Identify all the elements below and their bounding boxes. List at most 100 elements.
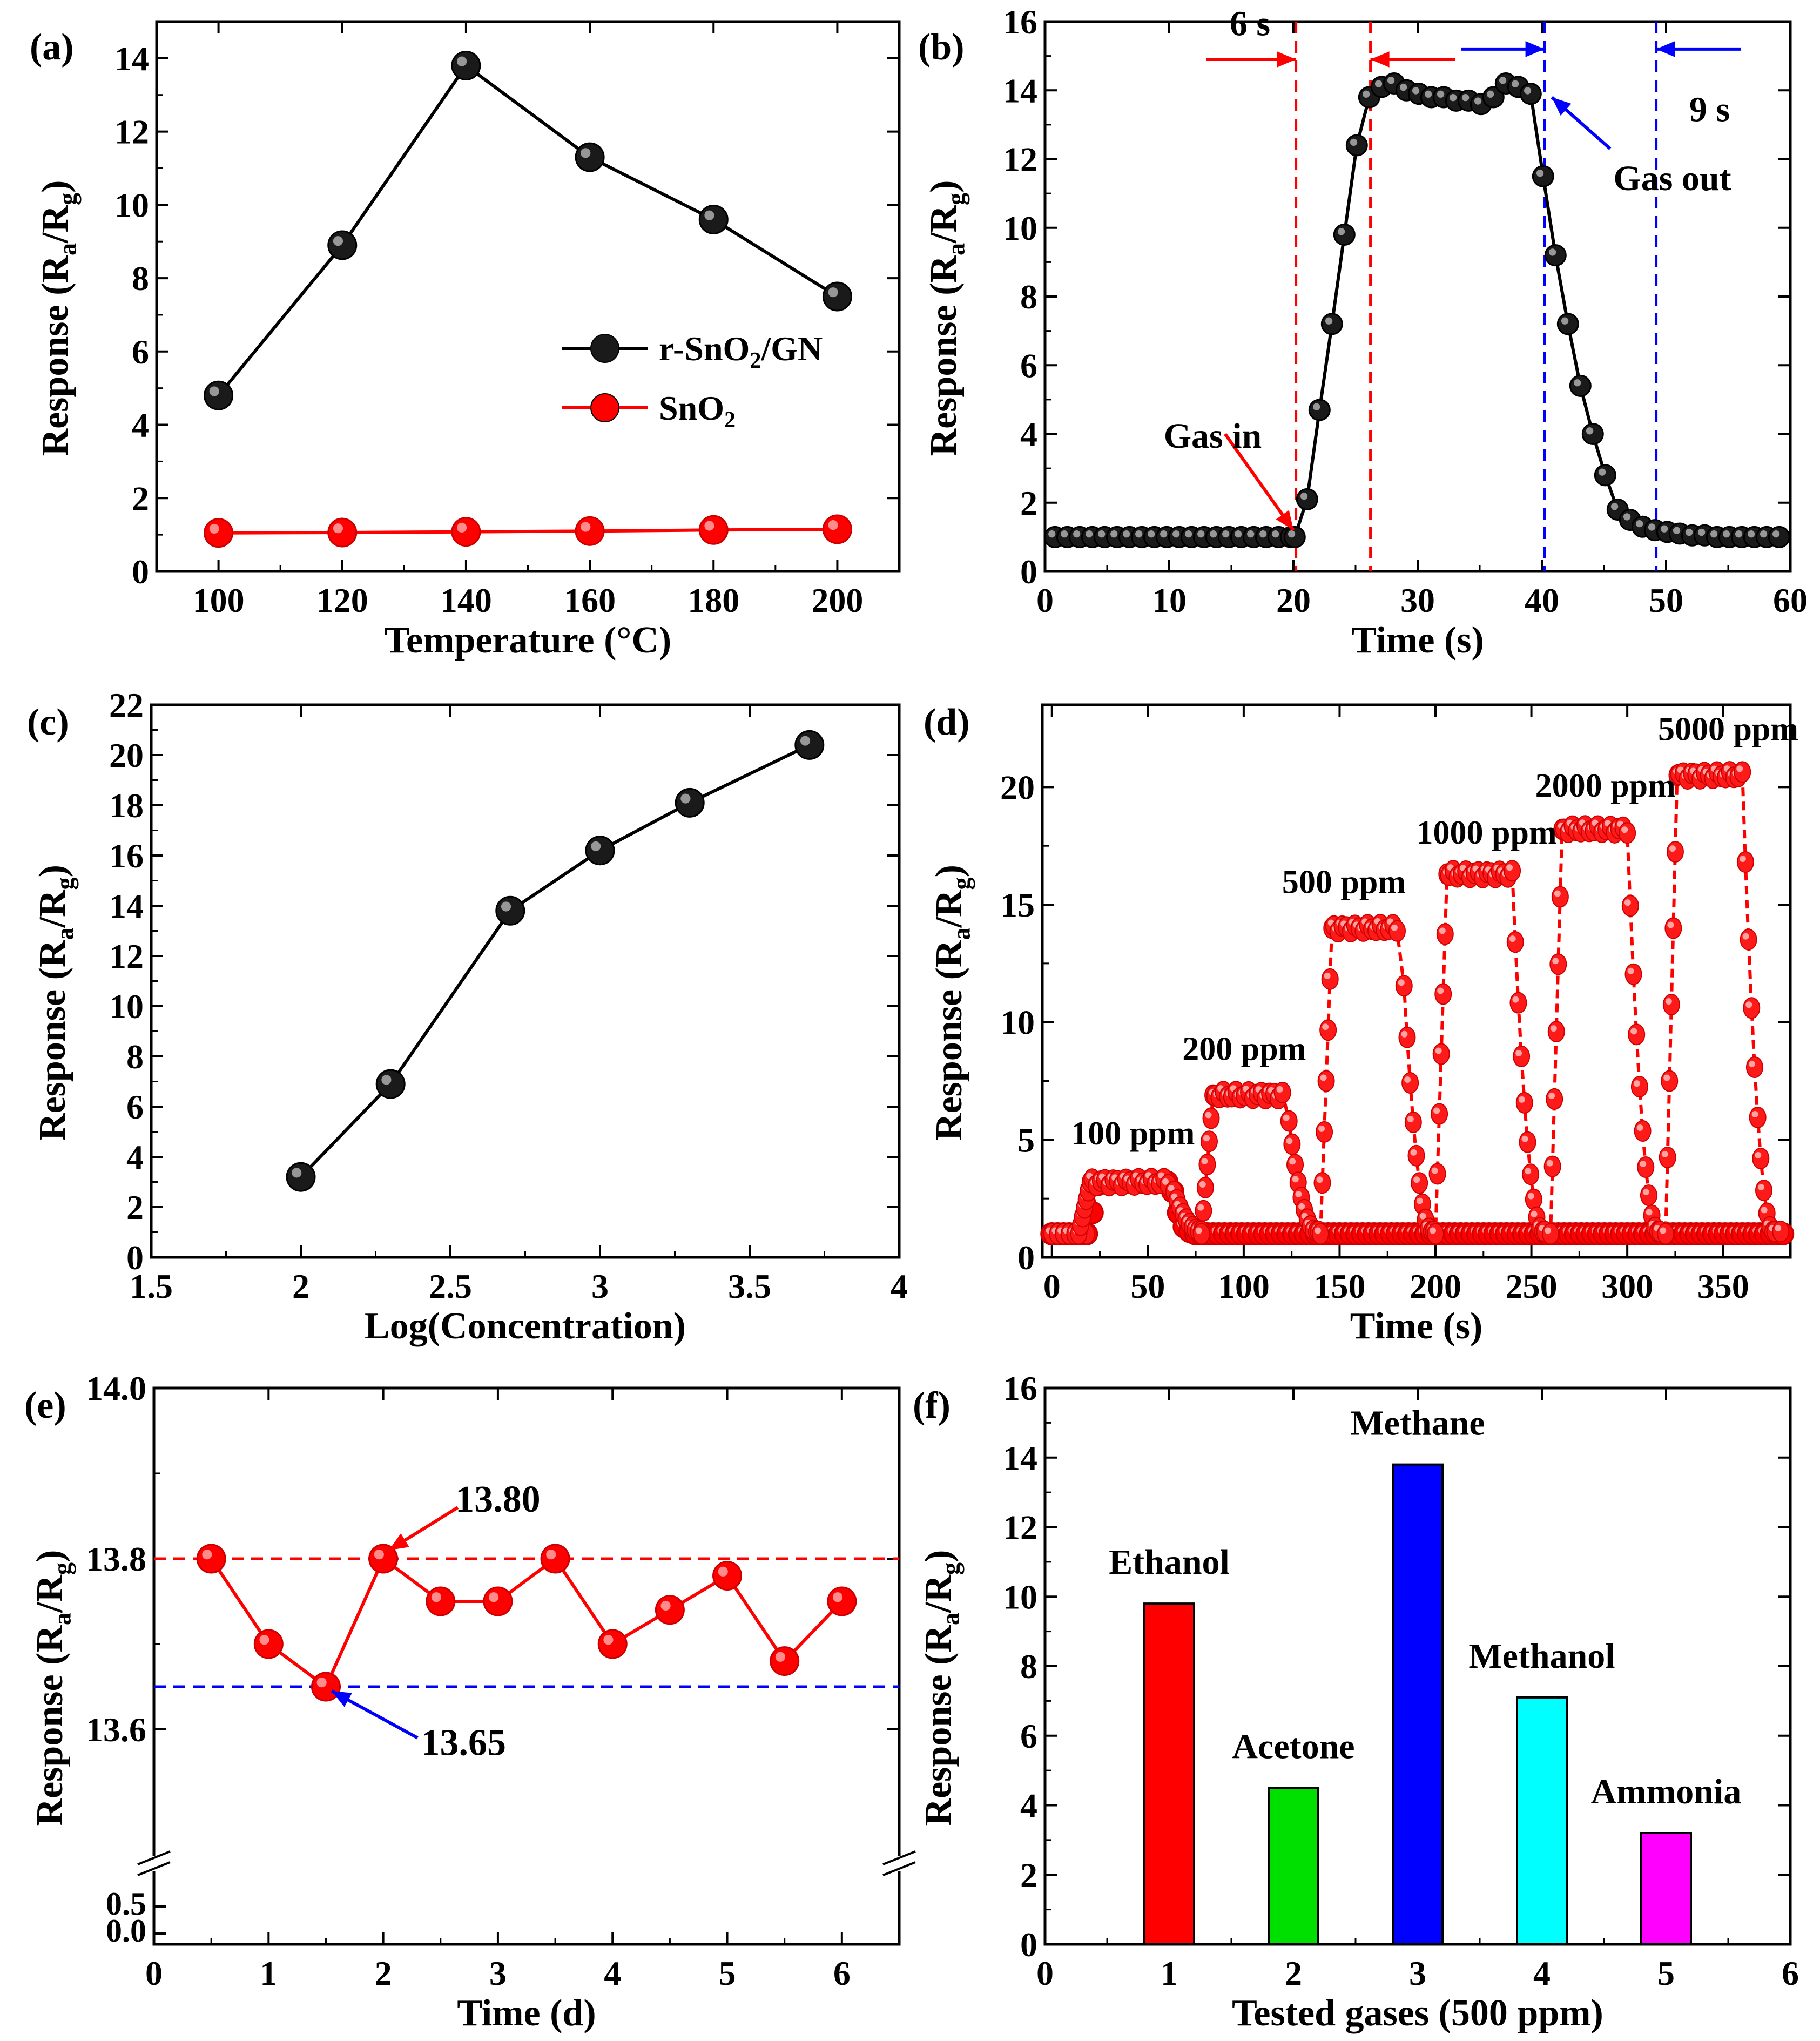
data-point <box>1313 1172 1331 1194</box>
y-axis-label-part: a <box>51 927 78 940</box>
data-point-highlight <box>1272 530 1279 538</box>
y-tick-label: 2 <box>1020 484 1037 522</box>
y-tick-label: 2 <box>126 1188 144 1227</box>
data-point <box>1628 1023 1646 1046</box>
data-point <box>1280 1110 1298 1132</box>
data-point-highlight <box>1506 864 1513 871</box>
data-point <box>1196 1176 1214 1198</box>
y-axis-label: Response (Ra/Rg) <box>32 865 78 1141</box>
data-point <box>1311 1223 1329 1245</box>
data-point-highlight <box>501 901 511 912</box>
axis-break-mark <box>882 1861 916 1876</box>
y-axis-label-part: Response (R <box>923 255 965 456</box>
data-point-highlight <box>1663 1074 1670 1081</box>
legend-label: SnO2 <box>659 389 736 433</box>
data-point <box>1317 1070 1335 1092</box>
data-point-highlight <box>603 1635 614 1645</box>
x-tick-label: 100 <box>193 581 245 619</box>
panel-label: (d) <box>924 702 970 743</box>
data-point <box>1273 1081 1291 1103</box>
data-point <box>1404 1111 1422 1133</box>
data-point-highlight <box>832 1592 843 1602</box>
plot-frame <box>1041 703 1792 1259</box>
data-point-highlight <box>1135 530 1143 538</box>
legend-marker <box>590 334 619 363</box>
annotation-label: Gas in <box>1164 416 1262 456</box>
data-point-highlight <box>1598 468 1606 476</box>
annotation-arrowhead <box>332 1690 352 1707</box>
data-point-highlight <box>1757 1184 1764 1191</box>
y-tick-label: 4 <box>126 1138 144 1176</box>
annotation-label: 9 s <box>1689 90 1730 130</box>
data-point-highlight <box>1086 530 1093 538</box>
data-point-highlight <box>1325 317 1333 325</box>
data-point <box>1286 1154 1304 1176</box>
y-axis-label-part: a <box>48 1613 76 1625</box>
annotation-label: 6 s <box>1230 4 1270 43</box>
panel-b-annotations: 6 s Gas in 9 s Gas out <box>1164 4 1741 531</box>
legend-label-part: 2 <box>724 407 736 433</box>
annotation-arrowhead <box>1656 41 1675 57</box>
data-point-highlight <box>1610 503 1619 510</box>
data-point <box>1333 223 1356 246</box>
data-point <box>1542 1223 1560 1245</box>
x-axis-label: Tested gases (500 ppm) <box>1232 1992 1603 2034</box>
annotation-arrowhead <box>1370 51 1390 68</box>
y-tick-label: 14 <box>1003 1439 1037 1477</box>
data-point-highlight <box>1648 523 1656 531</box>
data-point <box>1432 1043 1450 1065</box>
x-tick-label: 250 <box>1506 1267 1558 1305</box>
data-point <box>375 1069 406 1099</box>
data-point-highlight <box>1646 1209 1653 1216</box>
data-point-highlight <box>316 1678 327 1688</box>
panel-b: 0 10 20 30 40 50 60 0 2 4 6 8 10 12 14 16 Time (s) Respon… <box>918 3 1808 661</box>
y-axis-label-part: Response (R <box>918 1625 959 1826</box>
data-point-highlight <box>1276 1086 1283 1093</box>
data-point-highlight <box>660 1600 671 1611</box>
y-axis-label: Response (Ra/Rg) <box>928 865 975 1141</box>
y-tick-label: 0 <box>132 553 149 591</box>
x-tick-label: 5 <box>1657 1954 1675 1992</box>
data-point <box>698 204 729 234</box>
bar-label: Acetone <box>1232 1727 1354 1766</box>
data-point-highlight <box>1399 83 1407 91</box>
data-point <box>1772 1221 1790 1243</box>
y-tick-label: 4 <box>132 406 149 444</box>
data-point <box>1619 822 1636 844</box>
x-tick-label: 20 <box>1276 581 1311 619</box>
y-tick-label: 10 <box>109 987 144 1026</box>
data-point <box>1192 1223 1210 1245</box>
y-axis-label-part: g <box>48 1562 76 1575</box>
data-point-highlight <box>259 1635 269 1645</box>
panel-d-steps: 100 ppm 200 ppm 500 ppm 1000 ppm 2000 ppm 500… <box>1043 711 1798 1245</box>
data-point-highlight <box>1314 1227 1321 1234</box>
y-tick-label: 12 <box>109 937 144 975</box>
y-tick-label: 12 <box>1003 1508 1037 1547</box>
x-tick-label: 0 <box>1043 1267 1061 1305</box>
data-point-highlight <box>1661 1150 1668 1157</box>
x-tick-label: 50 <box>1130 1267 1165 1305</box>
data-point-highlight <box>1410 1149 1417 1156</box>
data-point-highlight <box>1627 967 1634 974</box>
concentration-label: 200 ppm <box>1182 1030 1306 1067</box>
data-point <box>253 1629 284 1659</box>
y-tick-label: 14 <box>114 39 149 78</box>
x-tick-label: 120 <box>316 581 368 619</box>
data-point <box>1634 1120 1652 1142</box>
data-point <box>1428 1163 1446 1185</box>
data-point-highlight <box>457 522 467 533</box>
plot-frame <box>152 1386 901 1946</box>
data-point-highlight <box>1197 1204 1204 1211</box>
data-point-highlight <box>1286 1137 1293 1144</box>
y-axis-label-part: g <box>936 1562 964 1575</box>
y-tick-label: 2 <box>132 479 149 517</box>
data-point <box>1431 1103 1448 1125</box>
data-point <box>1743 997 1761 1019</box>
x-tick-label: 3 <box>1409 1954 1426 1992</box>
data-point-highlight <box>1546 1160 1553 1167</box>
x-tick-label: 350 <box>1697 1267 1749 1305</box>
concentration-label: 1000 ppm <box>1417 814 1557 851</box>
data-point <box>540 1544 570 1574</box>
bar-acetone <box>1268 1787 1319 1945</box>
data-point <box>1195 1200 1212 1222</box>
